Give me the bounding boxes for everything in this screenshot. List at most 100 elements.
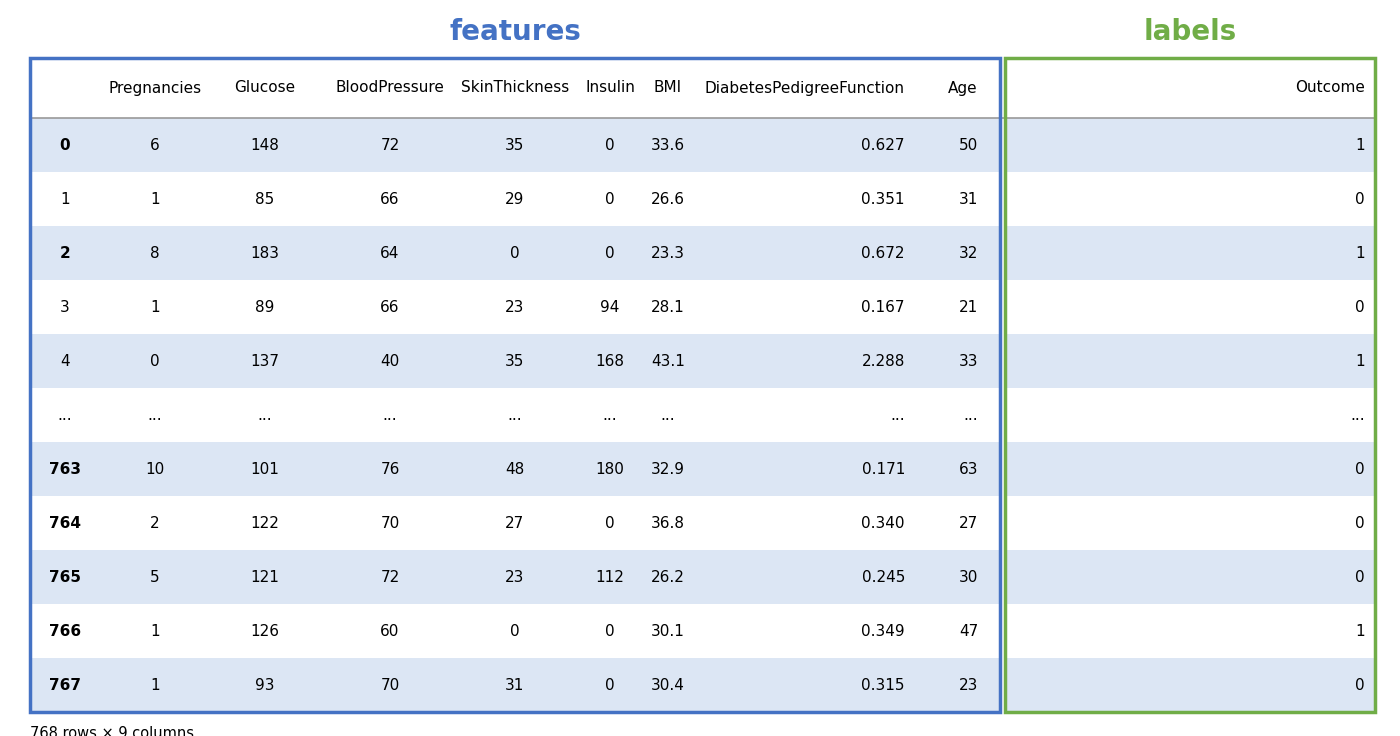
Text: 0: 0 [1355, 515, 1365, 531]
Text: 101: 101 [251, 461, 280, 476]
Text: 26.6: 26.6 [651, 191, 685, 207]
Text: 0: 0 [1355, 300, 1365, 314]
Text: 70: 70 [381, 678, 399, 693]
Text: 0: 0 [605, 515, 615, 531]
Text: Insulin: Insulin [585, 80, 636, 96]
Text: 0: 0 [605, 623, 615, 639]
Text: 1: 1 [150, 191, 160, 207]
Text: BMI: BMI [654, 80, 682, 96]
Text: 64: 64 [381, 246, 399, 261]
Text: SkinThickness: SkinThickness [461, 80, 570, 96]
Text: 0.627: 0.627 [861, 138, 904, 152]
Text: 112: 112 [595, 570, 624, 584]
Text: features: features [449, 18, 581, 46]
Text: 766: 766 [49, 623, 81, 639]
Text: 2: 2 [150, 515, 160, 531]
Text: 26.2: 26.2 [651, 570, 685, 584]
Text: 0: 0 [510, 623, 519, 639]
Bar [1005, 172, 1375, 226]
Text: 23: 23 [505, 300, 525, 314]
Text: 0: 0 [1355, 570, 1365, 584]
Text: 0: 0 [150, 353, 160, 369]
Text: 32: 32 [959, 246, 979, 261]
Bar [29, 442, 1000, 496]
Text: 1: 1 [1355, 623, 1365, 639]
Text: 72: 72 [381, 138, 399, 152]
Text: 4: 4 [60, 353, 70, 369]
Text: 1: 1 [1355, 138, 1365, 152]
Bar [1005, 496, 1375, 550]
Text: 30.1: 30.1 [651, 623, 685, 639]
Text: 23: 23 [959, 678, 979, 693]
Bar [1005, 604, 1375, 658]
Text: 30.4: 30.4 [651, 678, 685, 693]
Text: 33.6: 33.6 [651, 138, 685, 152]
Text: 0.349: 0.349 [861, 623, 904, 639]
Text: 60: 60 [381, 623, 399, 639]
Text: 0.167: 0.167 [861, 300, 904, 314]
Bar [29, 604, 1000, 658]
Text: 70: 70 [381, 515, 399, 531]
Text: 29: 29 [505, 191, 525, 207]
Text: 35: 35 [505, 138, 525, 152]
Text: 28.1: 28.1 [651, 300, 685, 314]
Bar [29, 58, 1375, 118]
Bar [1005, 442, 1375, 496]
Text: 94: 94 [601, 300, 620, 314]
Text: 763: 763 [49, 461, 81, 476]
Text: 66: 66 [381, 300, 400, 314]
Bar [29, 118, 1000, 172]
Text: 93: 93 [255, 678, 274, 693]
Text: 1: 1 [1355, 246, 1365, 261]
Text: Glucose: Glucose [234, 80, 295, 96]
Text: 1: 1 [60, 191, 70, 207]
Text: 66: 66 [381, 191, 400, 207]
Text: 0: 0 [605, 246, 615, 261]
Bar [1005, 280, 1375, 334]
Text: 23.3: 23.3 [651, 246, 685, 261]
Text: 47: 47 [959, 623, 979, 639]
Text: Age: Age [948, 80, 979, 96]
Text: 35: 35 [505, 353, 525, 369]
Text: 765: 765 [49, 570, 81, 584]
Text: 85: 85 [255, 191, 274, 207]
Text: ...: ... [1351, 408, 1365, 422]
Text: 1: 1 [1355, 353, 1365, 369]
Text: 36.8: 36.8 [651, 515, 685, 531]
Text: 6: 6 [150, 138, 160, 152]
Text: 0: 0 [1355, 678, 1365, 693]
Text: 72: 72 [381, 570, 399, 584]
Text: 0.315: 0.315 [861, 678, 904, 693]
Text: 126: 126 [251, 623, 280, 639]
Text: 148: 148 [251, 138, 280, 152]
Text: ...: ... [57, 408, 73, 422]
Text: 10: 10 [146, 461, 165, 476]
Text: 50: 50 [959, 138, 979, 152]
Text: Pregnancies: Pregnancies [108, 80, 202, 96]
Text: 63: 63 [959, 461, 979, 476]
Text: 180: 180 [595, 461, 624, 476]
Text: ...: ... [890, 408, 904, 422]
Text: 0: 0 [510, 246, 519, 261]
Text: 1: 1 [150, 300, 160, 314]
Text: Outcome: Outcome [1295, 80, 1365, 96]
Text: 23: 23 [505, 570, 525, 584]
Text: 767: 767 [49, 678, 81, 693]
Bar [1005, 118, 1375, 172]
Bar [29, 172, 1000, 226]
Text: ...: ... [963, 408, 979, 422]
Text: ...: ... [382, 408, 398, 422]
Text: 768 rows × 9 columns: 768 rows × 9 columns [29, 726, 195, 736]
Text: 1: 1 [150, 623, 160, 639]
Bar [1005, 388, 1375, 442]
Text: 0: 0 [605, 138, 615, 152]
Text: 168: 168 [595, 353, 624, 369]
Text: 27: 27 [959, 515, 979, 531]
Text: ...: ... [602, 408, 617, 422]
Text: 76: 76 [381, 461, 399, 476]
Text: 89: 89 [255, 300, 274, 314]
Bar [29, 58, 1000, 712]
Text: 3: 3 [60, 300, 70, 314]
Text: 0: 0 [1355, 191, 1365, 207]
Bar [1005, 334, 1375, 388]
